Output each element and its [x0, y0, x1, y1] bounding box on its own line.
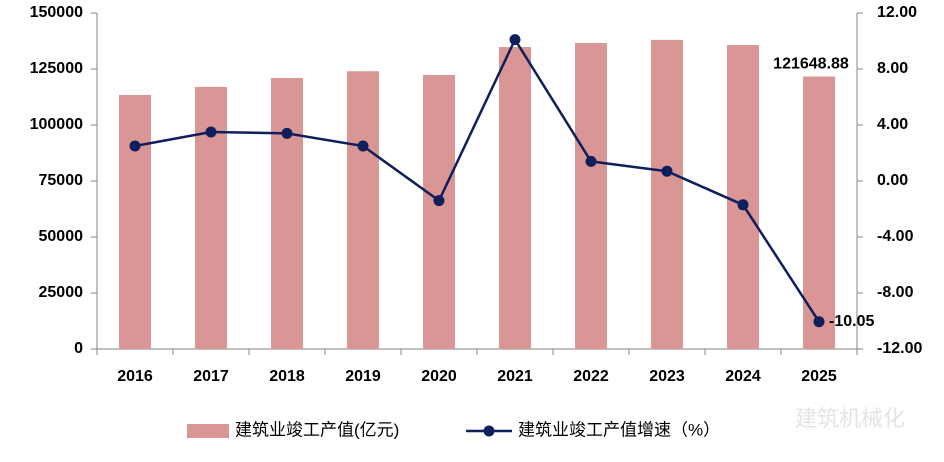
bar	[195, 86, 227, 350]
y2-tick-label: -4.00	[877, 228, 914, 245]
bar	[347, 71, 379, 350]
marker	[357, 140, 369, 152]
legend-label: 建筑业竣工产值(亿元)	[235, 420, 399, 439]
marker	[509, 34, 521, 46]
y2-tick-label: 12.00	[877, 4, 917, 21]
bar	[271, 77, 303, 350]
bar	[803, 76, 835, 350]
watermark: 建筑机械化	[795, 406, 905, 431]
legend-label: 建筑业竣工产值增速（%）	[518, 420, 720, 439]
bar	[727, 45, 759, 349]
x-tick-label: 2025	[801, 368, 837, 385]
y-tick-label: 125000	[30, 60, 83, 77]
bar	[499, 47, 531, 349]
y2-tick-label: 8.00	[877, 60, 908, 77]
data-label: -10.05	[829, 313, 874, 330]
y-tick-label: 25000	[39, 284, 84, 301]
x-tick-label: 2018	[269, 368, 305, 385]
legend-swatch	[187, 424, 229, 438]
legend-marker	[483, 425, 495, 437]
y-tick-label: 50000	[39, 228, 84, 245]
marker	[281, 127, 293, 139]
y2-tick-label: 0.00	[877, 172, 908, 189]
x-tick-label: 2019	[345, 368, 381, 385]
marker	[585, 155, 597, 167]
marker	[205, 126, 217, 138]
marker	[661, 165, 673, 177]
marker	[737, 199, 749, 211]
y-tick-label: 75000	[39, 172, 84, 189]
y-tick-label: 150000	[30, 4, 83, 21]
y2-tick-label: -12.00	[877, 340, 922, 357]
x-tick-label: 2023	[649, 368, 685, 385]
y-tick-label: 0	[74, 340, 83, 357]
marker	[433, 195, 445, 207]
x-tick-label: 2016	[117, 368, 153, 385]
data-label: 121648.88	[773, 56, 849, 73]
bar	[119, 94, 151, 349]
bar	[651, 39, 683, 349]
x-tick-label: 2022	[573, 368, 609, 385]
x-tick-label: 2017	[193, 368, 229, 385]
marker	[129, 140, 141, 152]
bar	[423, 75, 455, 349]
marker	[813, 316, 825, 328]
y2-tick-label: 4.00	[877, 116, 908, 133]
line	[134, 36, 821, 323]
x-tick-label: 2020	[421, 368, 457, 385]
x-tick-label: 2024	[725, 368, 761, 385]
x-tick-label: 2021	[497, 368, 533, 385]
y-tick-label: 100000	[30, 116, 83, 133]
bar	[575, 43, 607, 350]
y2-tick-label: -8.00	[877, 284, 914, 301]
